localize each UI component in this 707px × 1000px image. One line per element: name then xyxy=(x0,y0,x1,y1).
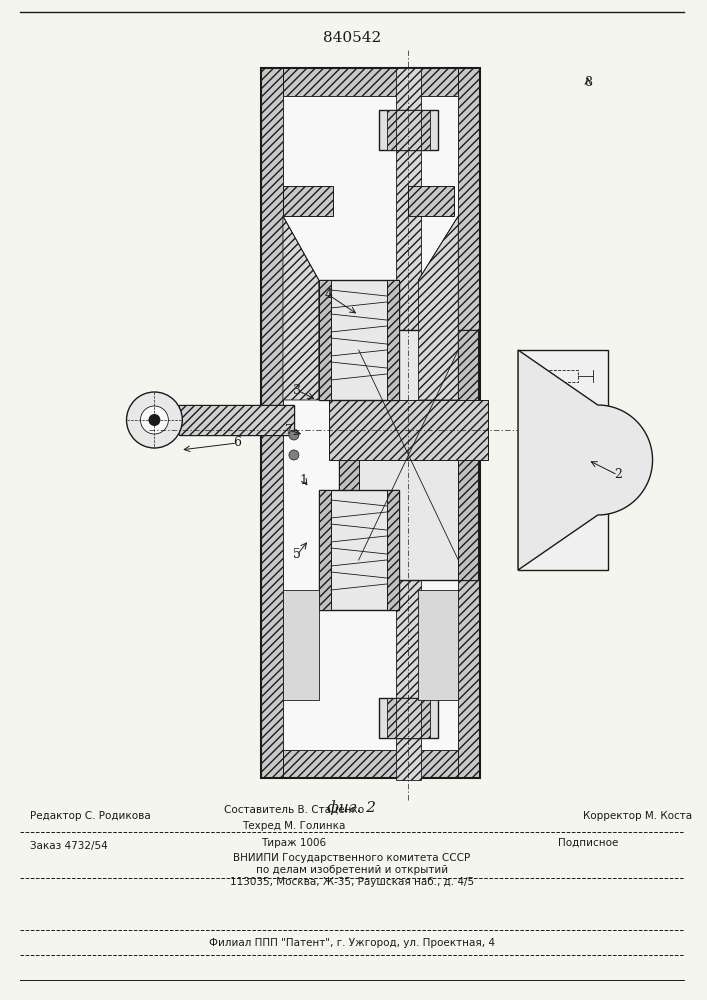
Text: Филиал ППП "Патент", г. Ужгород, ул. Проектная, 4: Филиал ППП "Патент", г. Ужгород, ул. Про… xyxy=(209,938,495,948)
Bar xyxy=(387,280,399,400)
Bar xyxy=(319,490,331,610)
Polygon shape xyxy=(283,216,319,400)
Text: Заказ 4732/54: Заказ 4732/54 xyxy=(30,841,107,851)
Bar xyxy=(387,490,399,610)
Bar xyxy=(387,110,431,150)
Bar xyxy=(180,405,294,435)
Text: Тираж 1006: Тираж 1006 xyxy=(262,838,327,848)
Bar xyxy=(319,280,399,400)
Circle shape xyxy=(141,406,168,434)
Bar xyxy=(283,186,333,216)
Bar xyxy=(261,68,480,96)
Bar xyxy=(518,370,578,382)
Bar xyxy=(387,698,431,738)
Polygon shape xyxy=(518,350,653,570)
Bar xyxy=(458,68,480,778)
Polygon shape xyxy=(419,590,458,700)
Bar xyxy=(261,750,480,778)
Circle shape xyxy=(289,430,299,440)
Bar xyxy=(378,698,438,738)
Text: Техред М. Голинка: Техред М. Голинка xyxy=(243,821,346,831)
Bar xyxy=(409,186,455,216)
Text: 3: 3 xyxy=(293,383,301,396)
Bar xyxy=(458,330,478,580)
Text: 5: 5 xyxy=(293,548,300,562)
Text: Составитель В. Стаценко: Составитель В. Стаценко xyxy=(224,805,364,815)
Bar xyxy=(180,405,294,435)
Text: 6: 6 xyxy=(233,436,241,450)
Circle shape xyxy=(148,414,160,426)
Bar xyxy=(395,698,421,738)
Bar xyxy=(395,110,421,150)
Bar xyxy=(261,68,480,778)
Text: 8: 8 xyxy=(584,76,592,89)
Bar xyxy=(319,490,399,610)
Bar xyxy=(518,490,578,502)
Bar xyxy=(378,110,438,150)
Text: Корректор М. Коста: Корректор М. Коста xyxy=(583,811,692,821)
Bar xyxy=(319,280,331,400)
Text: 2: 2 xyxy=(614,468,621,482)
Text: 7: 7 xyxy=(285,424,293,436)
Bar xyxy=(283,96,458,750)
Text: по делам изобретений и открытий: по делам изобретений и открытий xyxy=(256,865,448,875)
Circle shape xyxy=(289,450,299,460)
Text: Подписное: Подписное xyxy=(558,838,618,848)
Bar xyxy=(395,68,421,780)
Bar xyxy=(329,400,488,460)
Text: 840542: 840542 xyxy=(322,31,381,45)
Polygon shape xyxy=(419,216,458,400)
Polygon shape xyxy=(283,590,319,700)
Bar xyxy=(261,68,283,778)
Text: 1: 1 xyxy=(300,474,308,487)
Circle shape xyxy=(127,392,182,448)
Text: 4: 4 xyxy=(325,288,333,302)
Bar xyxy=(518,350,608,570)
Bar xyxy=(339,330,478,580)
Text: ВНИИПИ Государственного комитета СССР: ВНИИПИ Государственного комитета СССР xyxy=(233,853,470,863)
Text: фиг. 2: фиг. 2 xyxy=(327,801,376,815)
Text: Редактор С. Родикова: Редактор С. Родикова xyxy=(30,811,151,821)
Text: 113035, Москва, Ж-35, Раушская наб., д. 4/5: 113035, Москва, Ж-35, Раушская наб., д. … xyxy=(230,877,474,887)
Bar xyxy=(339,330,358,580)
